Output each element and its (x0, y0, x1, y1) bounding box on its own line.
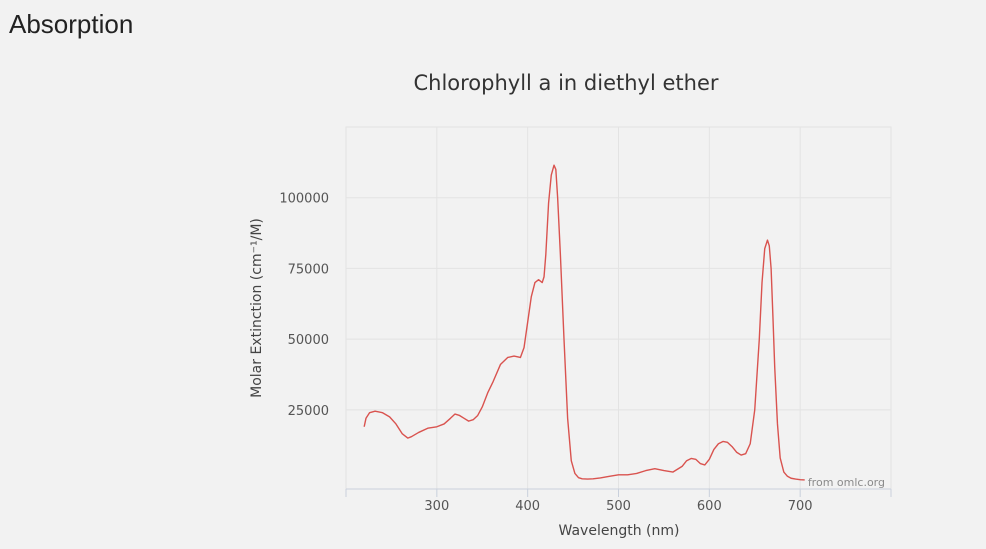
series-line[interactable] (363, 164, 805, 481)
x-tick-label: 400 (515, 499, 540, 514)
x-tick-label: 600 (697, 499, 722, 514)
y-tick-label: 100000 (279, 192, 329, 207)
series-layer (363, 164, 805, 481)
y-tick-label: 75000 (288, 262, 329, 277)
section-heading: Absorption (9, 9, 134, 39)
x-tick-label: 300 (424, 499, 449, 514)
y-axis-title: Molar Extinction (cm⁻¹/M) (249, 218, 265, 398)
credit-label[interactable]: from omlc.org (808, 476, 885, 489)
x-axis-title: Wavelength (nm) (559, 523, 680, 539)
grid-lines (346, 127, 891, 489)
y-tick-label: 25000 (288, 404, 329, 419)
x-tick-label: 700 (788, 499, 813, 514)
y-tick-label: 50000 (288, 333, 329, 348)
tick-labels: 300 400 500 600 700 25000 50000 75000 100000 (279, 192, 892, 514)
chart-title: Chlorophyll a in diethyl ether (413, 71, 718, 95)
x-tick-label: 500 (606, 499, 631, 514)
